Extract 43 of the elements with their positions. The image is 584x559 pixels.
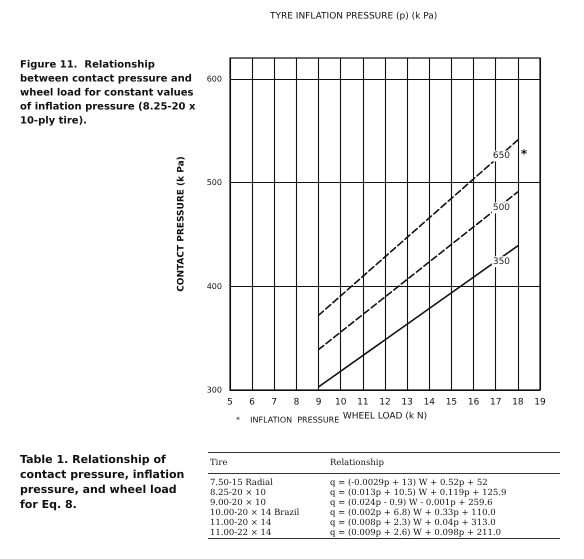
y-tick-label: 300	[206, 386, 222, 394]
text: q = (0.013p + 10.5) W + 0.119p + 125.9	[329, 488, 508, 498]
x-tick-label: 11	[357, 398, 369, 408]
text: * INFLATION PRESSURE	[236, 416, 340, 424]
text: q = (0.009p + 2.6) W + 0.098p + 211.0	[329, 528, 502, 538]
x-tick-label: 16	[468, 398, 480, 408]
x-tick-label: 8	[294, 398, 300, 408]
annotation: *	[520, 146, 528, 161]
x-tick-label: 10	[334, 398, 347, 408]
x-tick-label: 9	[316, 398, 322, 408]
x-tick-label: 13	[401, 398, 413, 408]
x-tick-label: 19	[534, 398, 546, 408]
text: 11.00-20 × 14	[209, 518, 272, 528]
x-tick-label: 15	[446, 398, 458, 408]
text: 8.25-20 × 10	[209, 488, 267, 498]
x-tick-label: 6	[249, 398, 256, 408]
text: q = (0.002p + 6.8) W + 0.33p + 110.0	[329, 508, 497, 518]
x-tick-label: 18	[512, 398, 524, 408]
y-tick-label: 400	[206, 282, 222, 291]
y-tick-label: 600	[206, 74, 222, 84]
text: 11.00-22 × 14	[209, 528, 272, 538]
text: 9.00-20 × 10	[209, 498, 267, 508]
text: q = (0.008p + 2.3) W + 0.04p + 313.0	[329, 518, 497, 528]
series-label: 500	[492, 202, 510, 213]
y-axis-title: CONTACT PRESSURE (k Pa)	[176, 156, 186, 292]
x-tick-label: 5	[227, 398, 233, 408]
text: Tire	[209, 457, 228, 470]
x-axis-title: WHEEL LOAD (k N)	[342, 412, 428, 422]
series-label: 350	[492, 256, 510, 267]
text: Relationship	[329, 457, 385, 470]
text: q = (0.024p - 0.9) W - 0.001p + 259.6	[329, 498, 494, 508]
x-tick-label: 17	[490, 398, 502, 408]
text: Table 1. Relationship of contact pressure, inflation pressure, and wheel load for Eq. 8.	[20, 452, 186, 512]
x-tick-label: 12	[379, 398, 391, 408]
text: Figure 11. Relationship between contact pressure and wheel load for constant values of inflation pressure (8.25-20 x 10-ply tire).	[20, 60, 199, 126]
text: 10.00-20 × 14 Brazil	[209, 508, 300, 518]
text: q = (-0.0029p + 13) W + 0.52p + 52	[329, 477, 489, 488]
y-tick-label: 500	[206, 178, 222, 187]
chart-subtitle: TYRE INFLATION PRESSURE (p) (k Pa)	[269, 12, 438, 22]
text: 7.50-15 Radial	[209, 477, 274, 488]
x-tick-label: 7	[271, 398, 278, 408]
x-tick-label: 14	[424, 398, 436, 408]
series-label: 650	[492, 150, 510, 161]
